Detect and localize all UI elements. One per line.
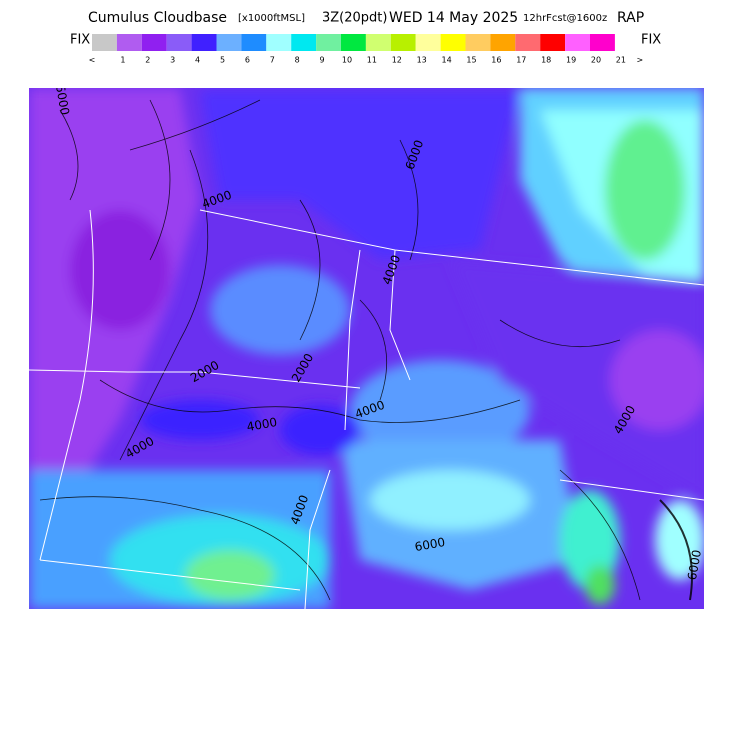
contour-label: 6000	[685, 549, 704, 582]
legend-label: 3	[170, 56, 175, 65]
legend-label: 16	[491, 56, 501, 65]
legend-swatch	[365, 34, 391, 51]
legend-swatch	[565, 34, 590, 51]
legend-swatch	[465, 34, 491, 51]
legend-label: 13	[417, 56, 427, 65]
legend-swatch	[191, 34, 217, 51]
legend-swatch	[116, 34, 142, 51]
forecast: 12hrFcst@1600z	[523, 13, 607, 24]
units: [x1000ftMSL]	[238, 13, 305, 24]
legend-swatch	[415, 34, 441, 51]
legend-swatch	[316, 34, 341, 51]
legend-label: 9	[320, 56, 325, 65]
legend-label: 12	[392, 56, 402, 65]
legend-swatch	[440, 34, 466, 51]
legend-swatch	[266, 34, 292, 51]
legend-left: FIX	[70, 33, 90, 48]
legend-label: 8	[295, 56, 300, 65]
legend-label: 6	[245, 56, 250, 65]
legend-swatch	[291, 34, 317, 51]
legend-swatch	[141, 34, 167, 51]
legend-label: 10	[342, 56, 352, 65]
contour-label: 4000	[246, 415, 279, 434]
legend-label: 17	[516, 56, 526, 65]
legend-swatch	[490, 34, 516, 51]
legend-label: >	[637, 56, 644, 65]
color-legend: FIX FIX <1 2 3 4 5 6 7 8 9 10 11 12 13 14 15 16 17 18 19 20…	[70, 33, 661, 65]
legend-label: <	[89, 56, 96, 65]
legend-label: 21	[616, 56, 626, 65]
legend-swatch	[166, 34, 192, 51]
legend-label: 11	[367, 56, 377, 65]
legend-swatch	[540, 34, 566, 51]
legend-swatch	[92, 34, 117, 51]
legend-swatch	[590, 34, 615, 51]
legend-label: 2	[145, 56, 150, 65]
legend-label: 19	[566, 56, 576, 65]
contour-label: 6000	[414, 535, 447, 554]
date: WED 14 May 2025	[389, 10, 518, 26]
legend-swatch	[390, 34, 416, 51]
legend-label: 15	[466, 56, 476, 65]
contour-label: 6000	[53, 84, 72, 117]
legend-right: FIX	[641, 33, 661, 48]
legend-label: 20	[591, 56, 601, 65]
legend-label: 1	[120, 56, 125, 65]
legend-label: 18	[541, 56, 551, 65]
title: Cumulus Cloudbase	[88, 10, 227, 26]
legend-label: 4	[195, 56, 200, 65]
title-line: Cumulus Cloudbase [x1000ftMSL] 3Z(20pdt)…	[88, 10, 644, 26]
legend-swatch	[241, 34, 267, 51]
legend-label: 5	[220, 56, 225, 65]
legend-label: 7	[270, 56, 275, 65]
legend-swatch	[341, 34, 366, 51]
legend-swatch	[216, 34, 242, 51]
legend-swatch	[515, 34, 541, 51]
time: 3Z(20pdt)	[322, 11, 387, 26]
model: RAP	[617, 10, 644, 26]
legend-label: 14	[442, 56, 452, 65]
